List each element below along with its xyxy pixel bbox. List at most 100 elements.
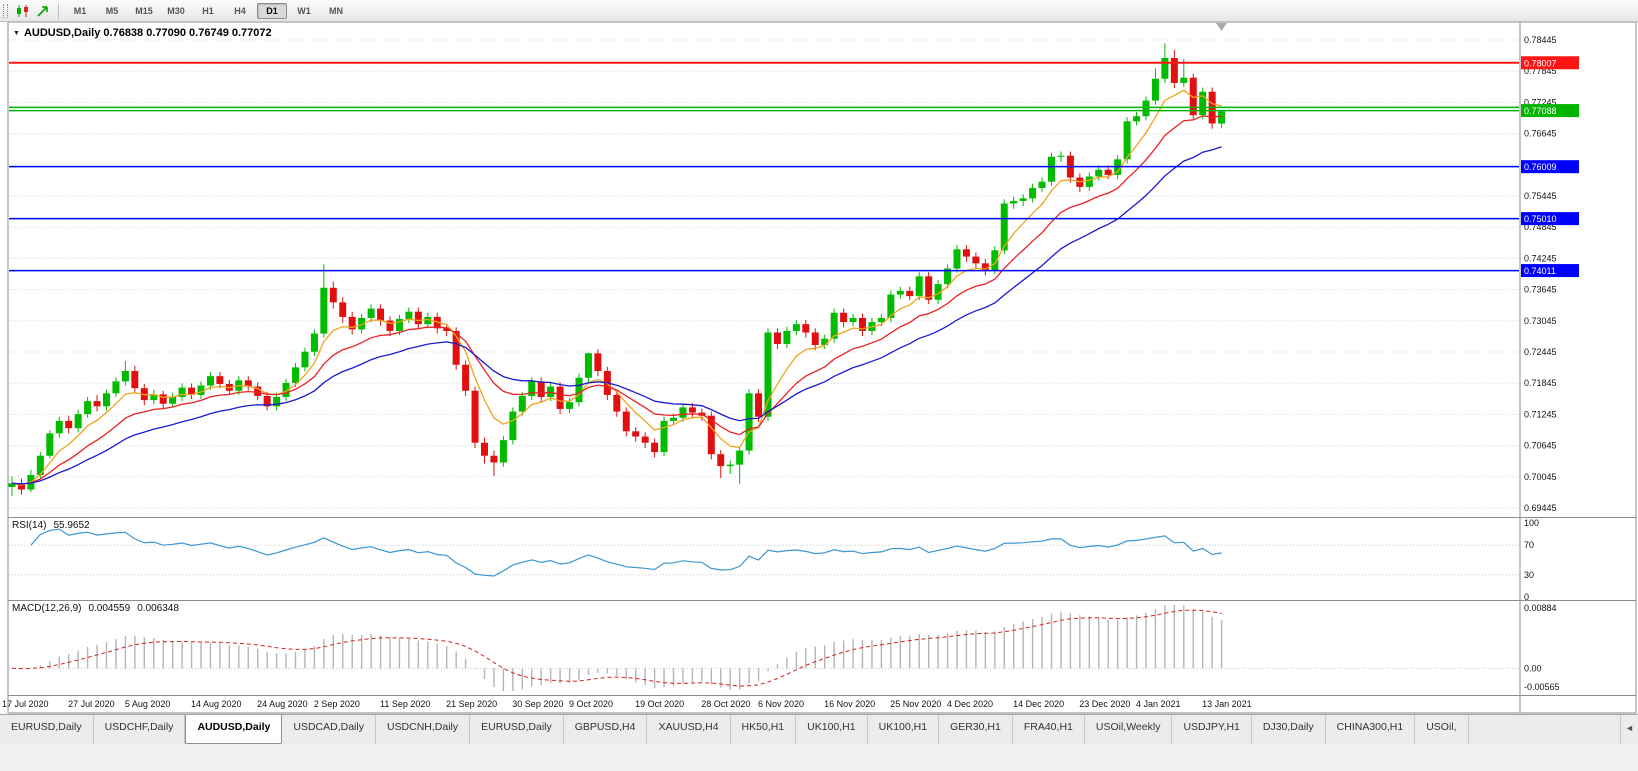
svg-text:0.69445: 0.69445 [1524, 503, 1557, 513]
chart-tab-6[interactable]: GBPUSD,H4 [564, 715, 648, 744]
chart-tab-10[interactable]: UK100,H1 [868, 715, 940, 744]
timeframe-button-m30[interactable]: M30 [167, 5, 185, 16]
svg-text:0.75010: 0.75010 [1524, 214, 1557, 224]
timeframe-button-w1[interactable]: W1 [297, 5, 311, 16]
svg-text:0.74011: 0.74011 [1524, 266, 1556, 276]
rsi-value: 55.9652 [53, 520, 90, 531]
svg-text:70: 70 [1524, 540, 1534, 550]
cursor-arrow-icon[interactable] [33, 2, 53, 20]
svg-text:0.75445: 0.75445 [1524, 191, 1557, 201]
svg-text:0: 0 [1524, 592, 1529, 602]
chart-tabs-bar: EURUSD,Daily USDCHF,Daily AUDUSD,Daily USDC… [0, 714, 1638, 744]
chart-tab-13[interactable]: USOil,Weekly [1085, 715, 1173, 744]
macd-panel-layer: 0.00884 0.00 -0.00565 [9, 603, 1560, 692]
macd-value-main: 0.004559 [88, 603, 131, 614]
svg-text:17 Jul 2020: 17 Jul 2020 [2, 699, 49, 709]
timeframe-buttons: M1 M5 M15 M30 H1 H4 D1 W1 MN [64, 2, 352, 19]
chart-tab-15[interactable]: DJ30,Daily [1252, 715, 1326, 744]
svg-text:0.70645: 0.70645 [1524, 441, 1557, 451]
macd-signal-line [11, 609, 1222, 687]
chart-title-symbol: AUDUSD,Daily [23, 27, 101, 39]
macd-value-signal: 0.006348 [137, 603, 179, 614]
svg-text:27 Jul 2020: 27 Jul 2020 [68, 699, 115, 709]
svg-text:24 Aug 2020: 24 Aug 2020 [257, 699, 308, 709]
price-badge-0.76009 [1521, 160, 1579, 174]
macd-header: MACD(12,26,9) 0.004559 0.006348 [12, 603, 186, 614]
svg-text:30: 30 [1524, 570, 1534, 580]
rsi-header: RSI(14) 55.9652 [12, 520, 97, 531]
toolbar-grip[interactable] [3, 3, 8, 18]
svg-text:100: 100 [1524, 518, 1539, 528]
chart-title-ohlc: 0.76838 0.77090 0.76749 0.77072 [103, 27, 272, 39]
ma-fast-orange-line [11, 89, 1222, 486]
timeframe-button-mn[interactable]: MN [329, 5, 343, 16]
macd-label: MACD(12,26,9) [12, 603, 82, 614]
svg-text:4 Jan 2021: 4 Jan 2021 [1136, 699, 1181, 709]
rsi-line [30, 528, 1222, 577]
svg-text:14 Dec 2020: 14 Dec 2020 [1013, 699, 1064, 709]
chart-tab-14[interactable]: USDJPY,H1 [1172, 715, 1252, 744]
svg-text:6 Nov 2020: 6 Nov 2020 [758, 699, 804, 709]
chart-tab-5[interactable]: EURUSD,Daily [470, 715, 564, 744]
candles-layer[interactable] [8, 43, 1226, 496]
timeframe-button-d1[interactable]: D1 [257, 2, 287, 19]
svg-text:0.77088: 0.77088 [1524, 106, 1557, 116]
svg-text:16 Nov 2020: 16 Nov 2020 [824, 699, 875, 709]
rsi-label: RSI(14) [12, 520, 47, 531]
timeframe-button-h4[interactable]: H4 [234, 5, 246, 16]
price-badge-0.75010 [1521, 212, 1579, 226]
price-lines-layer[interactable] [9, 23, 1519, 272]
chart-tab-3[interactable]: USDCAD,Daily [282, 715, 376, 744]
svg-text:0.71845: 0.71845 [1524, 378, 1557, 388]
svg-text:0.78445: 0.78445 [1524, 35, 1557, 45]
timeframe-button-m1[interactable]: M1 [73, 5, 87, 16]
svg-text:0.77245: 0.77245 [1524, 97, 1557, 107]
price-axis[interactable]: 0.784450.778450.772450.766450.760450.754… [1521, 35, 1579, 513]
svg-text:21 Sep 2020: 21 Sep 2020 [446, 699, 497, 709]
chart-tab-0[interactable]: EURUSD,Daily [0, 715, 94, 744]
ma-slow-blue-line [11, 146, 1222, 485]
chart-tab-16[interactable]: CHINA300,H1 [1326, 715, 1416, 744]
svg-text:0.74845: 0.74845 [1524, 222, 1557, 232]
svg-text:25 Nov 2020: 25 Nov 2020 [890, 699, 941, 709]
price-badge-0.78007 [1521, 56, 1579, 70]
chart-tab-8[interactable]: HK50,H1 [731, 715, 797, 744]
svg-text:28 Oct 2020: 28 Oct 2020 [701, 699, 750, 709]
timeframe-button-m5[interactable]: M5 [105, 5, 119, 16]
svg-text:30 Sep 2020: 30 Sep 2020 [512, 699, 563, 709]
price-badge-0.74011 [1521, 264, 1579, 278]
chart-tab-2[interactable]: AUDUSD,Daily [185, 715, 283, 744]
chart-tab-17[interactable]: USOil, [1415, 715, 1469, 744]
svg-text:0.00884: 0.00884 [1524, 603, 1557, 613]
chart-tab-12[interactable]: FRA40,H1 [1013, 715, 1085, 744]
chart-tab-7[interactable]: XAUUSD,H4 [647, 715, 731, 744]
timeframe-button-h1[interactable]: H1 [202, 5, 214, 16]
svg-text:0.78007: 0.78007 [1524, 58, 1557, 68]
svg-text:0.76645: 0.76645 [1524, 129, 1557, 139]
svg-text:14 Aug 2020: 14 Aug 2020 [191, 699, 242, 709]
chart-tab-9[interactable]: UK100,H1 [796, 715, 868, 744]
svg-text:0.71245: 0.71245 [1524, 409, 1557, 419]
chart-tab-4[interactable]: USDCNH,Daily [376, 715, 471, 744]
macd-histogram [20, 605, 1223, 691]
svg-text:-0.00565: -0.00565 [1524, 682, 1560, 692]
svg-text:0.73645: 0.73645 [1524, 285, 1557, 295]
shift-marker-icon [1216, 23, 1227, 31]
toolbar-separator [58, 2, 59, 19]
chart-tab-11[interactable]: GER30,H1 [939, 715, 1013, 744]
chart-tab-1[interactable]: USDCHF,Daily [94, 715, 186, 744]
chart-title: ▼ AUDUSD,Daily 0.76838 0.77090 0.76749 0.… [13, 27, 272, 39]
svg-text:0.73045: 0.73045 [1524, 316, 1557, 326]
time-axis[interactable]: 17 Jul 2020 27 Jul 2020 5 Aug 2020 14 Aug 2… [2, 699, 1252, 709]
svg-text:13 Jan 2021: 13 Jan 2021 [1202, 699, 1252, 709]
svg-text:0.70045: 0.70045 [1524, 472, 1557, 482]
svg-text:5 Aug 2020: 5 Aug 2020 [125, 699, 171, 709]
svg-text:9 Oct 2020: 9 Oct 2020 [569, 699, 613, 709]
svg-text:2 Sep 2020: 2 Sep 2020 [314, 699, 360, 709]
tab-scroll-left-button[interactable]: ◄ [1620, 715, 1638, 744]
ohlc-dropdown-icon[interactable]: ▼ [13, 30, 20, 37]
timeframe-button-m15[interactable]: M15 [135, 5, 153, 16]
rsi-panel-layer: 100 70 30 0 [9, 518, 1539, 602]
candlestick-chart-icon[interactable] [13, 2, 33, 20]
